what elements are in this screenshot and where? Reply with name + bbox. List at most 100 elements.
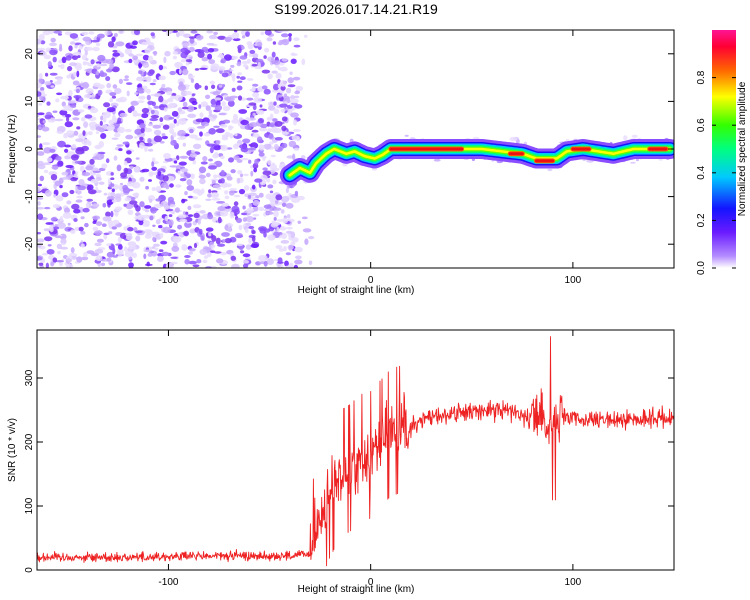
- spectrogram-noise-cell: [52, 110, 58, 113]
- spectrogram-noise-cell: [293, 264, 298, 268]
- spectrogram-noise-cell: [75, 88, 80, 94]
- spectrogram-noise-cell: [127, 257, 132, 260]
- spectrogram-noise-cell: [230, 169, 236, 174]
- spectrogram-noise-cell: [240, 119, 249, 126]
- spectrogram-noise-cell: [257, 62, 261, 69]
- spectrogram-noise-cell: [217, 243, 226, 247]
- spectrogram-noise-cell: [97, 90, 102, 96]
- spectrogram-noise-cell: [222, 238, 226, 243]
- spectrogram-noise-cell: [218, 112, 227, 116]
- spectrogram-noise-cell: [165, 263, 174, 268]
- spectrogram-noise-cell: [294, 259, 303, 265]
- spectrogram-noise-cell: [151, 157, 156, 163]
- spectrogram-noise-cell: [222, 105, 231, 112]
- spectrogram-noise-cell: [246, 78, 254, 81]
- spectrogram-noise-cell: [221, 134, 231, 138]
- spectrogram-noise-cell: [123, 203, 127, 207]
- spectrogram-noise-cell: [264, 228, 271, 233]
- spectrogram-noise-cell: [272, 83, 280, 91]
- spectrogram-noise-cell: [103, 192, 108, 196]
- spectrogram-noise-cell: [236, 217, 242, 224]
- spectrogram-noise-cell: [83, 121, 89, 128]
- spectrogram-noise-cell: [238, 109, 248, 114]
- spectrogram-noise-cell: [199, 112, 204, 118]
- spectrogram-noise-cell: [269, 113, 274, 120]
- spectrogram-noise-cell: [288, 140, 297, 148]
- spectrogram-noise-cell: [234, 232, 243, 239]
- spectrogram-noise-cell: [243, 185, 250, 191]
- spectrogram-noise-cell: [179, 218, 188, 223]
- spectrogram-noise-cell: [138, 70, 143, 75]
- spectrogram-noise-cell: [77, 185, 86, 191]
- spectrogram-noise-cell: [177, 107, 183, 112]
- spectrogram-noise-cell: [218, 84, 223, 88]
- spectrogram-ridge-halo: [635, 158, 640, 162]
- spectrogram-noise-cell: [37, 186, 41, 193]
- spectrogram-noise-cell: [273, 101, 277, 106]
- spectrogram-noise-cell: [281, 131, 290, 135]
- spectrogram-noise-cell: [55, 155, 62, 161]
- spectrogram-noise-cell: [64, 207, 70, 214]
- spectrogram-noise-cell: [221, 136, 229, 141]
- spectrogram-noise-cell: [152, 224, 156, 227]
- spectrogram-noise-cell: [248, 192, 257, 196]
- spectrogram-noise-cell: [148, 171, 154, 177]
- spectrogram-noise-cell: [97, 54, 106, 62]
- spectrogram-noise-cell: [256, 109, 265, 115]
- spectrogram-noise-cell: [252, 213, 260, 217]
- spectrogram-noise-cell: [128, 58, 133, 64]
- spectrogram-noise-cell: [187, 214, 194, 217]
- spectrogram-noise-cell: [196, 126, 206, 129]
- spectrogram-noise-cell: [189, 37, 195, 44]
- spectrogram-noise-cell: [253, 167, 258, 173]
- spectrogram-noise-cell: [37, 126, 42, 130]
- spectrogram-noise-cell: [284, 260, 289, 267]
- spectrogram-noise-cell: [273, 108, 280, 115]
- spectrogram-noise-cell: [105, 59, 114, 64]
- spectrogram-noise-cell: [89, 124, 96, 131]
- spectrogram-noise-cell: [61, 192, 69, 198]
- spectrogram-noise-cell: [47, 61, 52, 68]
- spectrogram-noise-cell: [71, 203, 80, 210]
- spectrogram-noise-cell: [190, 78, 194, 83]
- spectrogram-ridge-halo: [433, 158, 441, 162]
- spectrogram-noise-cell: [195, 118, 204, 123]
- spectrogram-noise-cell: [211, 216, 217, 223]
- spectrogram-noise-cell: [224, 36, 233, 41]
- spectrogram-noise-cell: [140, 127, 145, 134]
- spectrogram-noise-cell: [40, 87, 45, 91]
- spectrogram-noise-cell: [245, 244, 252, 250]
- spectrogram-noise-cell: [242, 263, 249, 268]
- spectrogram-noise-cell: [96, 63, 101, 68]
- spectrogram-noise-cell: [241, 61, 249, 64]
- spectrogram-noise-cell: [101, 223, 107, 227]
- spectrogram-noise-cell: [262, 170, 272, 176]
- spectrogram-noise-cell: [92, 203, 100, 208]
- spectrogram-noise-cell: [259, 104, 263, 108]
- spectrogram-noise-cell: [136, 87, 146, 94]
- spectrogram-ridge-halo: [631, 134, 638, 138]
- spectrogram-noise-cell: [292, 129, 301, 132]
- spectrogram-noise-cell: [161, 133, 166, 137]
- spectrogram-noise-cell: [169, 261, 178, 265]
- spectrogram-noise-cell: [88, 31, 95, 35]
- spectrogram-noise-cell: [184, 255, 191, 258]
- spectrogram-noise-cell: [269, 163, 277, 171]
- spectrogram-noise-cell: [245, 228, 249, 233]
- spectrogram-noise-cell: [258, 118, 263, 124]
- spectrogram-noise-cell: [242, 217, 248, 222]
- spectrogram-noise-cell: [221, 202, 229, 207]
- spectrogram-noise-cell: [177, 224, 183, 230]
- spectrogram-noise-cell: [200, 235, 204, 241]
- spectrogram-noise-cell: [84, 222, 89, 228]
- spectrogram-noise-cell: [181, 198, 186, 204]
- spectrogram-noise-cell: [274, 143, 279, 151]
- spectrogram-noise-cell: [73, 173, 78, 177]
- spectrogram-noise-cell: [159, 123, 164, 126]
- spectrogram-noise-cell: [252, 53, 259, 59]
- spectrogram-noise-cell: [128, 53, 134, 57]
- spectrogram-noise-cell: [61, 242, 66, 246]
- spectrogram-noise-cell: [262, 167, 268, 171]
- spectrogram-noise-cell: [110, 210, 114, 218]
